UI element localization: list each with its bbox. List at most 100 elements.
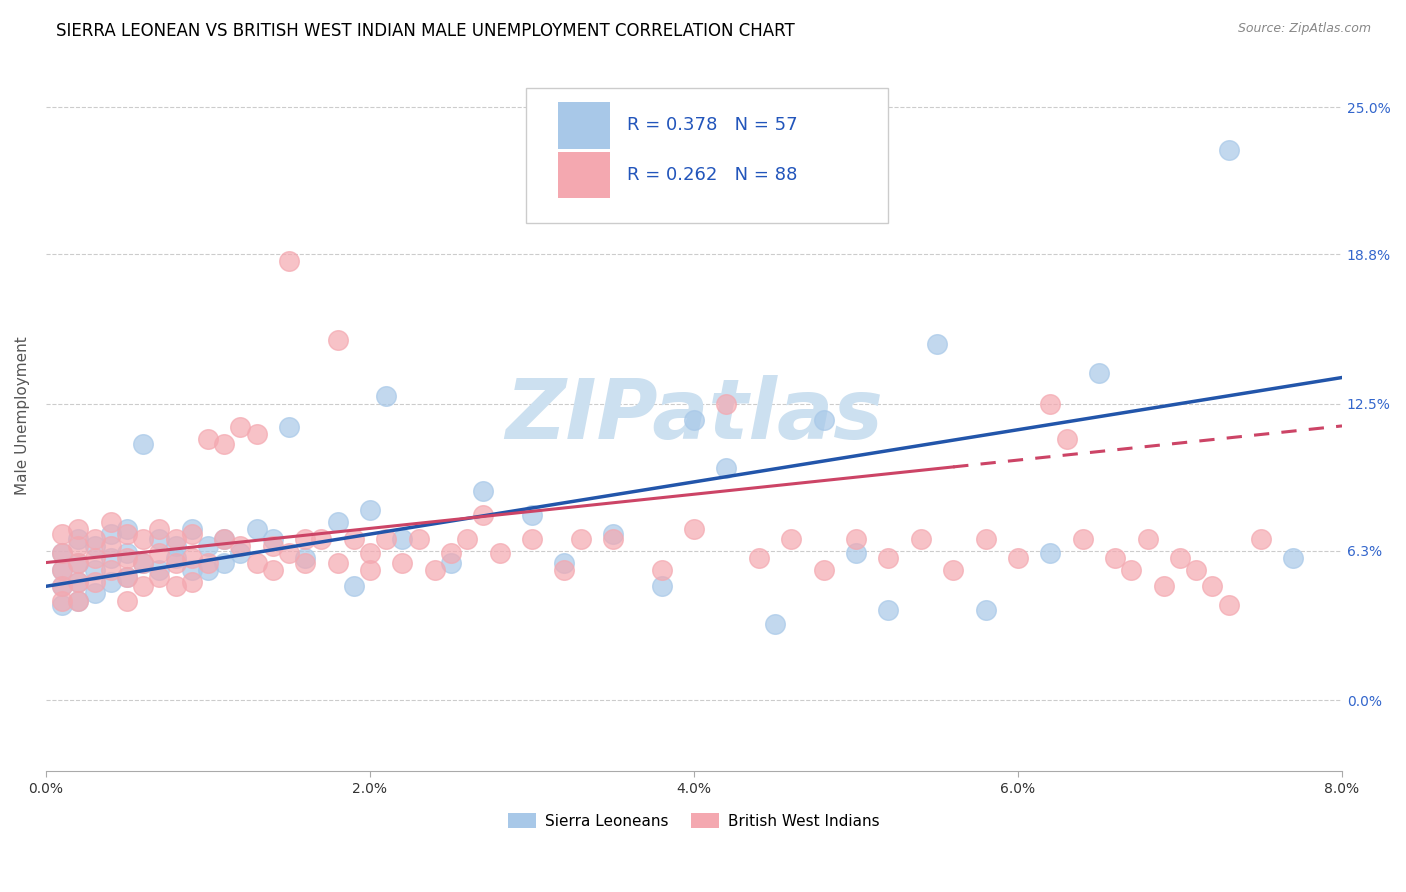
Point: [165, 550, 187, 565]
Point: [813, 413, 835, 427]
Text: R = 0.378   N = 57: R = 0.378 N = 57: [627, 117, 797, 135]
Point: [100, 527, 122, 541]
Point: [326, 333, 349, 347]
Point: [391, 532, 413, 546]
Point: [67, 574, 90, 589]
Point: [83, 574, 105, 589]
Point: [326, 515, 349, 529]
Point: [262, 539, 284, 553]
Point: [115, 570, 138, 584]
Point: [115, 522, 138, 536]
Point: [651, 563, 673, 577]
Point: [212, 556, 235, 570]
Point: [67, 593, 90, 607]
Point: [1185, 563, 1208, 577]
Point: [974, 603, 997, 617]
Point: [197, 556, 219, 570]
Point: [197, 539, 219, 553]
Point: [1007, 550, 1029, 565]
Point: [229, 539, 252, 553]
Point: [845, 546, 868, 560]
Text: R = 0.262   N = 88: R = 0.262 N = 88: [627, 166, 797, 185]
Point: [910, 532, 932, 546]
Point: [1104, 550, 1126, 565]
Point: [877, 550, 900, 565]
Text: ZIPatlas: ZIPatlas: [505, 375, 883, 456]
Point: [67, 556, 90, 570]
Point: [602, 527, 624, 541]
Point: [165, 532, 187, 546]
Point: [165, 539, 187, 553]
Point: [520, 532, 543, 546]
Point: [845, 532, 868, 546]
Point: [326, 556, 349, 570]
Point: [245, 427, 267, 442]
Point: [1088, 366, 1111, 380]
Point: [148, 570, 170, 584]
Point: [67, 532, 90, 546]
Point: [51, 579, 73, 593]
Point: [1039, 546, 1062, 560]
Point: [520, 508, 543, 522]
Point: [391, 556, 413, 570]
Point: [472, 484, 495, 499]
Point: [51, 593, 73, 607]
Point: [148, 532, 170, 546]
Point: [1201, 579, 1223, 593]
Text: SIERRA LEONEAN VS BRITISH WEST INDIAN MALE UNEMPLOYMENT CORRELATION CHART: SIERRA LEONEAN VS BRITISH WEST INDIAN MA…: [56, 22, 794, 40]
Point: [115, 546, 138, 560]
Point: [278, 546, 301, 560]
Point: [408, 532, 430, 546]
Point: [51, 527, 73, 541]
Point: [100, 574, 122, 589]
Point: [1056, 432, 1078, 446]
Point: [67, 593, 90, 607]
Point: [245, 522, 267, 536]
Point: [212, 532, 235, 546]
Point: [67, 574, 90, 589]
Text: Source: ZipAtlas.com: Source: ZipAtlas.com: [1237, 22, 1371, 36]
Point: [132, 437, 155, 451]
Point: [359, 563, 381, 577]
Point: [115, 570, 138, 584]
Point: [148, 563, 170, 577]
Point: [748, 550, 770, 565]
Point: [100, 550, 122, 565]
Point: [974, 532, 997, 546]
Point: [100, 539, 122, 553]
Point: [716, 396, 738, 410]
Point: [148, 546, 170, 560]
Point: [180, 522, 202, 536]
Point: [180, 527, 202, 541]
Point: [197, 563, 219, 577]
Point: [343, 532, 366, 546]
Point: [683, 522, 706, 536]
Point: [311, 532, 333, 546]
Point: [83, 539, 105, 553]
Point: [212, 532, 235, 546]
FancyBboxPatch shape: [558, 153, 610, 198]
Point: [83, 563, 105, 577]
Point: [148, 522, 170, 536]
Point: [651, 579, 673, 593]
Point: [51, 546, 73, 560]
Point: [132, 556, 155, 570]
Point: [1282, 550, 1305, 565]
Point: [262, 532, 284, 546]
Point: [488, 546, 510, 560]
Point: [375, 390, 398, 404]
Point: [1168, 550, 1191, 565]
Point: [1250, 532, 1272, 546]
Legend: Sierra Leoneans, British West Indians: Sierra Leoneans, British West Indians: [502, 806, 886, 835]
Point: [359, 503, 381, 517]
Point: [716, 460, 738, 475]
Point: [100, 515, 122, 529]
FancyBboxPatch shape: [526, 88, 889, 223]
Point: [165, 556, 187, 570]
Point: [553, 556, 575, 570]
Point: [1121, 563, 1143, 577]
Point: [294, 532, 316, 546]
Point: [51, 546, 73, 560]
Point: [197, 432, 219, 446]
Point: [115, 593, 138, 607]
